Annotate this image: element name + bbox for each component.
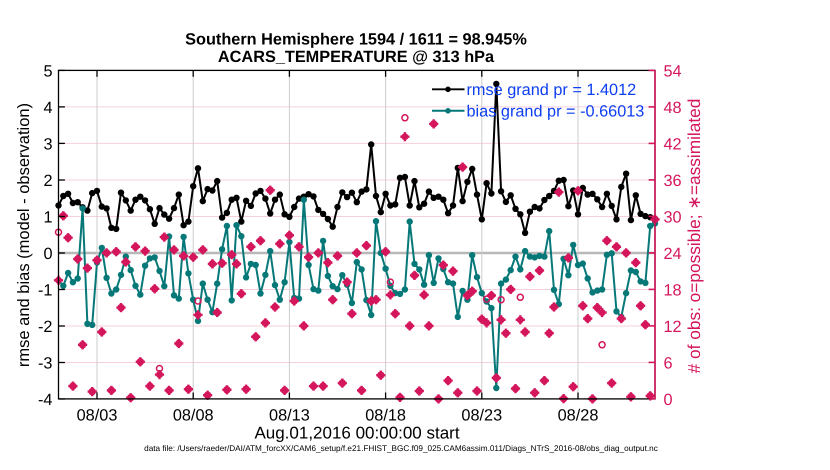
svg-text:-1: -1 xyxy=(38,282,52,300)
svg-text:data file: /Users/raeder/DAI/A: data file: /Users/raeder/DAI/ATM_forcXX/… xyxy=(144,444,658,453)
svg-text:# of obs: o=possible; ∗=assimi: # of obs: o=possible; ∗=assimilated xyxy=(684,99,704,374)
svg-text:1: 1 xyxy=(43,209,52,227)
svg-text:54: 54 xyxy=(664,62,682,80)
svg-text:08/28: 08/28 xyxy=(558,407,599,425)
svg-text:0: 0 xyxy=(664,391,673,409)
svg-text:rmse grand pr = 1.4012: rmse grand pr = 1.4012 xyxy=(467,81,637,99)
svg-text:5: 5 xyxy=(43,62,52,80)
svg-text:Southern Hemisphere 1594 / 161: Southern Hemisphere 1594 / 1611 = 98.945… xyxy=(185,31,527,49)
svg-text:-4: -4 xyxy=(38,391,52,409)
svg-text:08/08: 08/08 xyxy=(173,407,214,425)
svg-text:0: 0 xyxy=(43,245,52,263)
svg-text:08/03: 08/03 xyxy=(77,407,118,425)
svg-text:Aug.01,2016 00:00:00 start: Aug.01,2016 00:00:00 start xyxy=(254,424,459,443)
svg-text:42: 42 xyxy=(664,135,682,153)
svg-text:2: 2 xyxy=(43,172,52,190)
svg-text:-2: -2 xyxy=(38,318,52,336)
svg-text:18: 18 xyxy=(664,281,682,299)
svg-text:08/18: 08/18 xyxy=(365,407,406,425)
svg-text:3: 3 xyxy=(43,135,52,153)
svg-text:rmse and bias (model - observa: rmse and bias (model - observation) xyxy=(15,103,33,367)
svg-text:12: 12 xyxy=(664,318,682,336)
svg-text:30: 30 xyxy=(664,208,682,226)
svg-text:08/13: 08/13 xyxy=(269,407,310,425)
svg-text:08/23: 08/23 xyxy=(461,407,502,425)
svg-text:6: 6 xyxy=(664,354,673,372)
svg-text:bias grand pr = -0.66013: bias grand pr = -0.66013 xyxy=(467,103,645,121)
svg-text:4: 4 xyxy=(43,99,52,117)
svg-text:-3: -3 xyxy=(38,355,52,373)
svg-text:24: 24 xyxy=(664,245,682,263)
svg-text:ACARS_TEMPERATURE @ 313 hPa: ACARS_TEMPERATURE @ 313 hPa xyxy=(218,48,495,66)
svg-text:36: 36 xyxy=(664,172,682,190)
svg-text:48: 48 xyxy=(664,99,682,117)
